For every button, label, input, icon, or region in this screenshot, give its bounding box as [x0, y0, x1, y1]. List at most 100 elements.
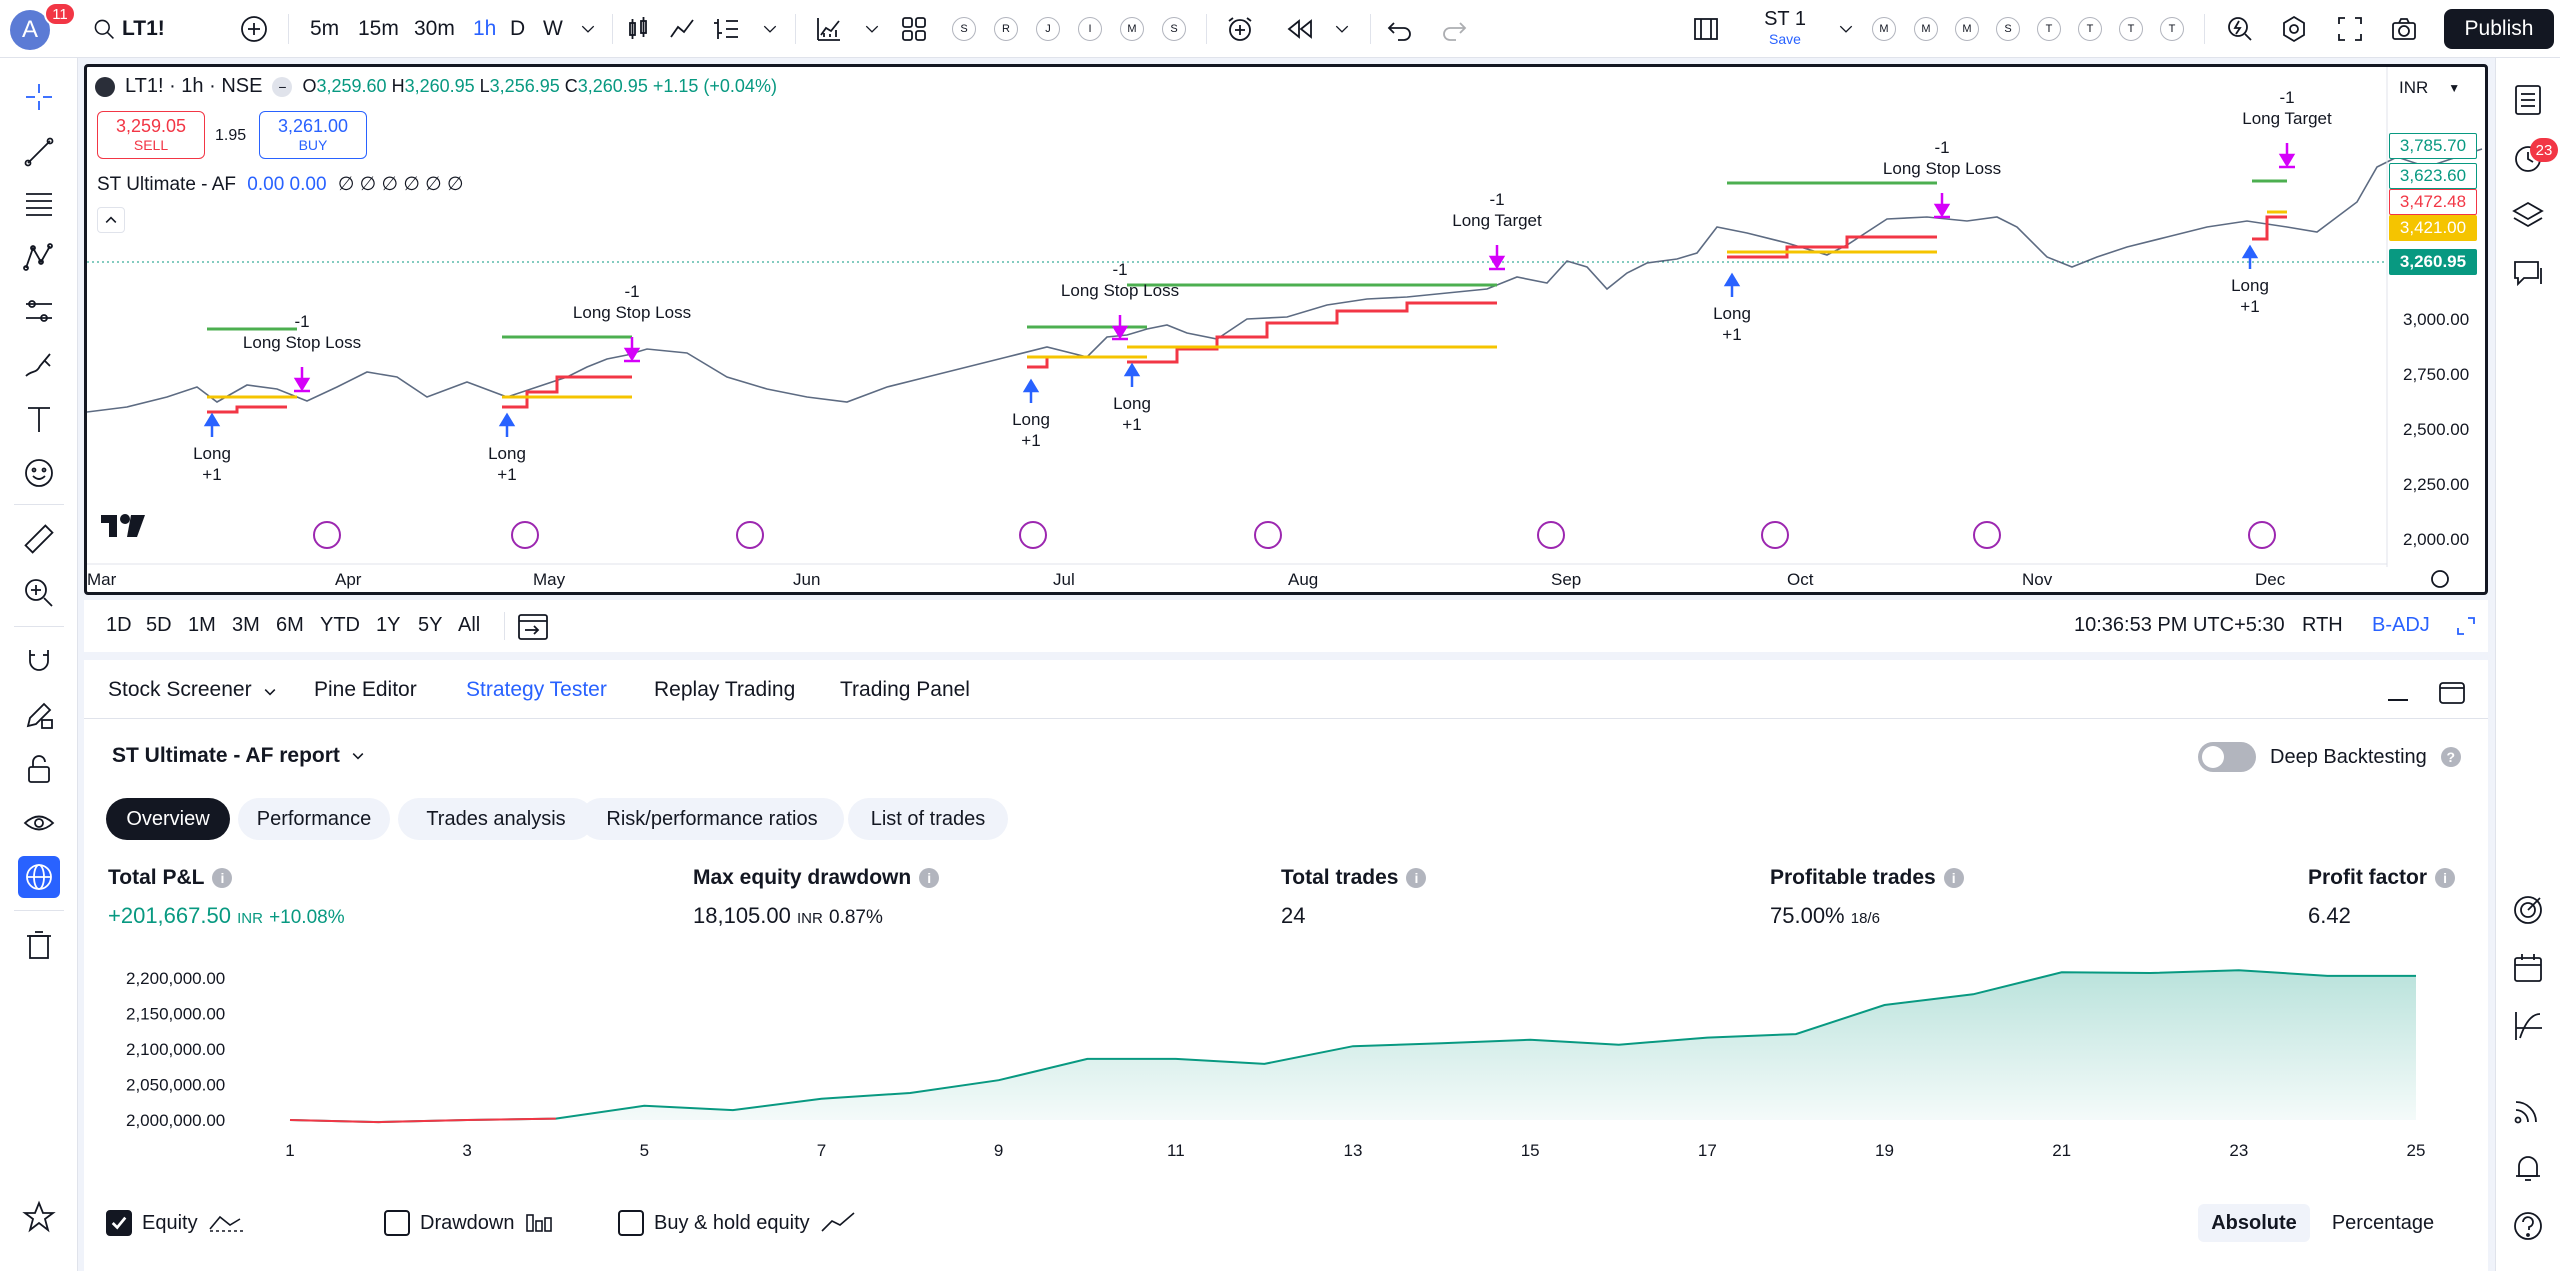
chevron-down-icon[interactable]: [262, 684, 278, 700]
range-all[interactable]: All: [458, 614, 481, 636]
equity-checkbox[interactable]: [106, 1210, 132, 1236]
snapshot-button[interactable]: [2390, 13, 2418, 45]
subtab-overview[interactable]: Overview: [106, 798, 230, 840]
interval-30m[interactable]: 30m: [414, 17, 455, 40]
global-tool[interactable]: [18, 856, 60, 898]
tab-strategy-tester[interactable]: Strategy Tester: [466, 678, 607, 701]
lock-drawings-tool[interactable]: [18, 748, 60, 790]
chart-type-dropdown[interactable]: [760, 13, 780, 45]
strategy-button[interactable]: [2506, 1004, 2550, 1048]
clock-time[interactable]: 10:36:53 PM UTC+5:30: [2074, 614, 2285, 636]
view-percentage-button[interactable]: Percentage: [2331, 1211, 2435, 1234]
watchlist-button[interactable]: [2506, 78, 2550, 122]
brush-tool[interactable]: [18, 344, 60, 386]
measure-tool[interactable]: [18, 518, 60, 560]
trendline-tool[interactable]: [18, 131, 60, 173]
calendar-button[interactable]: [2506, 946, 2550, 990]
indicators-button[interactable]: [815, 13, 843, 45]
layout-s[interactable]: S: [952, 17, 976, 41]
candles-button[interactable]: [624, 13, 652, 45]
help-button[interactable]: [2506, 1204, 2550, 1248]
buy-button[interactable]: 3,261.00 BUY: [259, 111, 367, 159]
drawdown-checkbox[interactable]: [384, 1210, 410, 1236]
collapse-panel-button[interactable]: [2454, 614, 2478, 638]
deep-backtesting-toggle[interactable]: Deep Backtesting ?: [2198, 742, 2461, 772]
chart-pane[interactable]: Long +1 Long +1 Long +1 Long +1 Long +1 …: [84, 64, 2488, 595]
layers-button[interactable]: [2506, 194, 2550, 238]
notifications-button[interactable]: [2506, 1146, 2550, 1190]
subtab-trades-analysis[interactable]: Trades analysis: [398, 798, 594, 840]
replay-dropdown[interactable]: [1332, 13, 1352, 45]
watch-t4[interactable]: T: [2160, 17, 2184, 41]
layout-i[interactable]: I: [1078, 17, 1102, 41]
range-5d[interactable]: 5D: [146, 614, 172, 636]
tab-replay-trading[interactable]: Replay Trading: [654, 678, 796, 701]
fib-tool[interactable]: [18, 182, 60, 224]
range-1m[interactable]: 1M: [188, 614, 216, 636]
info-icon[interactable]: ?: [2440, 747, 2461, 767]
currency-selector[interactable]: INR ▼: [2399, 78, 2461, 97]
watch-m3[interactable]: M: [1955, 17, 1979, 41]
layout-m[interactable]: M: [1120, 17, 1144, 41]
indicator-legend[interactable]: ST Ultimate - AF 0.00 0.00 ∅ ∅ ∅ ∅ ∅ ∅: [97, 174, 464, 195]
watch-s[interactable]: S: [1996, 17, 2020, 41]
maximize-panel-button[interactable]: [2438, 680, 2466, 706]
settings-button[interactable]: [2280, 13, 2308, 45]
indicators-dropdown[interactable]: [862, 13, 882, 45]
tab-stock-screener[interactable]: Stock Screener: [108, 678, 252, 701]
symbol-search-button[interactable]: LT1!: [92, 13, 165, 45]
remove-drawings-tool[interactable]: [18, 924, 60, 966]
interval-d[interactable]: D: [510, 17, 526, 40]
buyhold-checkbox[interactable]: [618, 1210, 644, 1236]
collapse-indicators-button[interactable]: [97, 207, 125, 233]
watch-t2[interactable]: T: [2078, 17, 2102, 41]
emoji-tool[interactable]: [18, 452, 60, 494]
publish-button[interactable]: Publish: [2444, 9, 2554, 49]
minimize-panel-button[interactable]: [2386, 684, 2410, 704]
text-tool[interactable]: [18, 398, 60, 440]
info-icon[interactable]: i: [212, 868, 233, 888]
tab-pine-editor[interactable]: Pine Editor: [314, 678, 417, 701]
tab-trading-panel[interactable]: Trading Panel: [840, 678, 970, 701]
forecast-tool[interactable]: [18, 290, 60, 332]
layout-name-button[interactable]: ST 1 Save: [1760, 8, 1810, 47]
info-icon[interactable]: i: [1406, 868, 1427, 888]
range-1d[interactable]: 1D: [106, 614, 132, 636]
watch-m2[interactable]: M: [1914, 17, 1938, 41]
zoom-tool[interactable]: [18, 572, 60, 614]
drawdown-legend[interactable]: Drawdown: [384, 1210, 554, 1236]
collapse-legend-icon[interactable]: −: [272, 76, 293, 97]
line-chart-button[interactable]: [668, 13, 696, 45]
buyhold-legend[interactable]: Buy & hold equity: [618, 1210, 856, 1236]
axis-settings-icon[interactable]: [2431, 570, 2449, 588]
layout-r[interactable]: R: [994, 17, 1018, 41]
watch-m1[interactable]: M: [1872, 17, 1896, 41]
hide-drawings-tool[interactable]: [18, 802, 60, 844]
range-3m[interactable]: 3M: [232, 614, 260, 636]
undo-button[interactable]: [1386, 13, 1414, 45]
pattern-tool[interactable]: [18, 236, 60, 278]
layout-s2[interactable]: S: [1162, 17, 1186, 41]
symbol-title[interactable]: LT1! · 1h · NSE: [125, 75, 263, 97]
equity-chart[interactable]: 2,200,000.00 2,150,000.00 2,100,000.00 2,05…: [84, 950, 2488, 1200]
fullscreen-button[interactable]: [2336, 13, 2364, 45]
range-ytd[interactable]: YTD: [320, 614, 360, 636]
interval-5m[interactable]: 5m: [310, 17, 340, 40]
adjustment-toggle[interactable]: B-ADJ: [2372, 614, 2430, 636]
replay-button[interactable]: [1286, 13, 1314, 45]
subtab-performance[interactable]: Performance: [238, 798, 390, 840]
range-1y[interactable]: 1Y: [376, 614, 401, 636]
chat-button[interactable]: [2506, 252, 2550, 296]
bars-button[interactable]: [712, 13, 740, 45]
compare-button[interactable]: [240, 13, 268, 45]
interval-w[interactable]: W: [543, 17, 563, 40]
intervals-dropdown[interactable]: [578, 13, 598, 45]
layouts-button[interactable]: [900, 13, 928, 45]
range-5y[interactable]: 5Y: [418, 614, 443, 636]
goto-date-button[interactable]: [516, 610, 550, 642]
redo-button[interactable]: [1440, 13, 1468, 45]
info-icon[interactable]: i: [2435, 868, 2456, 888]
favorites-tool[interactable]: [18, 1196, 60, 1238]
view-absolute-button[interactable]: Absolute: [2198, 1204, 2310, 1242]
equity-legend[interactable]: Equity: [106, 1210, 248, 1236]
